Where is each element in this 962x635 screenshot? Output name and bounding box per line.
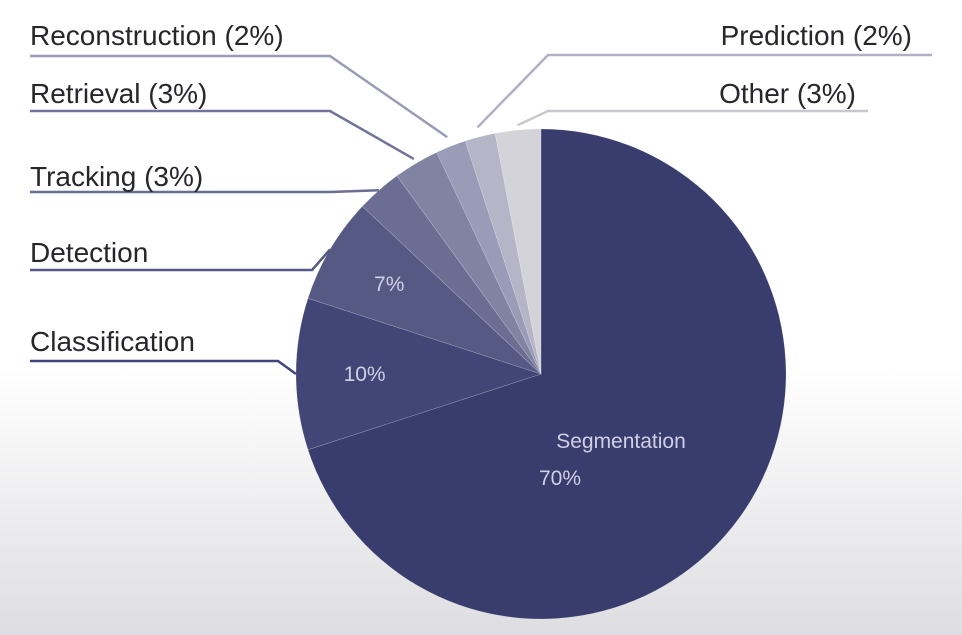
leader-line-tracking: [30, 188, 380, 194]
pie-slice-prediction: [464, 132, 542, 375]
pie-slices: [295, 128, 787, 620]
leader-line-retrieval: [30, 109, 415, 160]
leader-line-other: [516, 109, 868, 127]
pie-slice-reconstruction: [436, 140, 542, 375]
pie-slice-detection: [307, 205, 542, 375]
leader-lines: [30, 53, 932, 376]
legend-label-classification: Classification: [30, 326, 195, 357]
pie-slice-retrieval: [396, 151, 542, 375]
legend-label-prediction: Prediction (2%): [721, 20, 912, 51]
legend-label-detection: Detection: [30, 237, 148, 268]
leader-line-detection: [30, 248, 332, 272]
legend-label-retrieval: Retrieval (3%): [30, 78, 207, 109]
leader-line-prediction: [476, 53, 932, 129]
legend-label-other: Other (3%): [719, 78, 856, 109]
pie-slice-other: [494, 128, 542, 375]
pie-slice-segmentation: [307, 128, 787, 620]
slice-percent-detection: 7%: [374, 273, 404, 296]
slice-labels: Segmentation 70% 10% Classification 7% Detect…: [30, 20, 912, 490]
legend-label-tracking: Tracking (3%): [30, 161, 203, 192]
slice-percent-classification: 10%: [344, 363, 386, 386]
leader-line-classification: [30, 359, 297, 376]
slice-percent-segmentation: 70%: [539, 467, 581, 490]
leader-line-reconstruction: [30, 54, 448, 139]
slice-name-segmentation: Segmentation: [556, 430, 686, 453]
legend-label-reconstruction: Reconstruction (2%): [30, 20, 284, 51]
